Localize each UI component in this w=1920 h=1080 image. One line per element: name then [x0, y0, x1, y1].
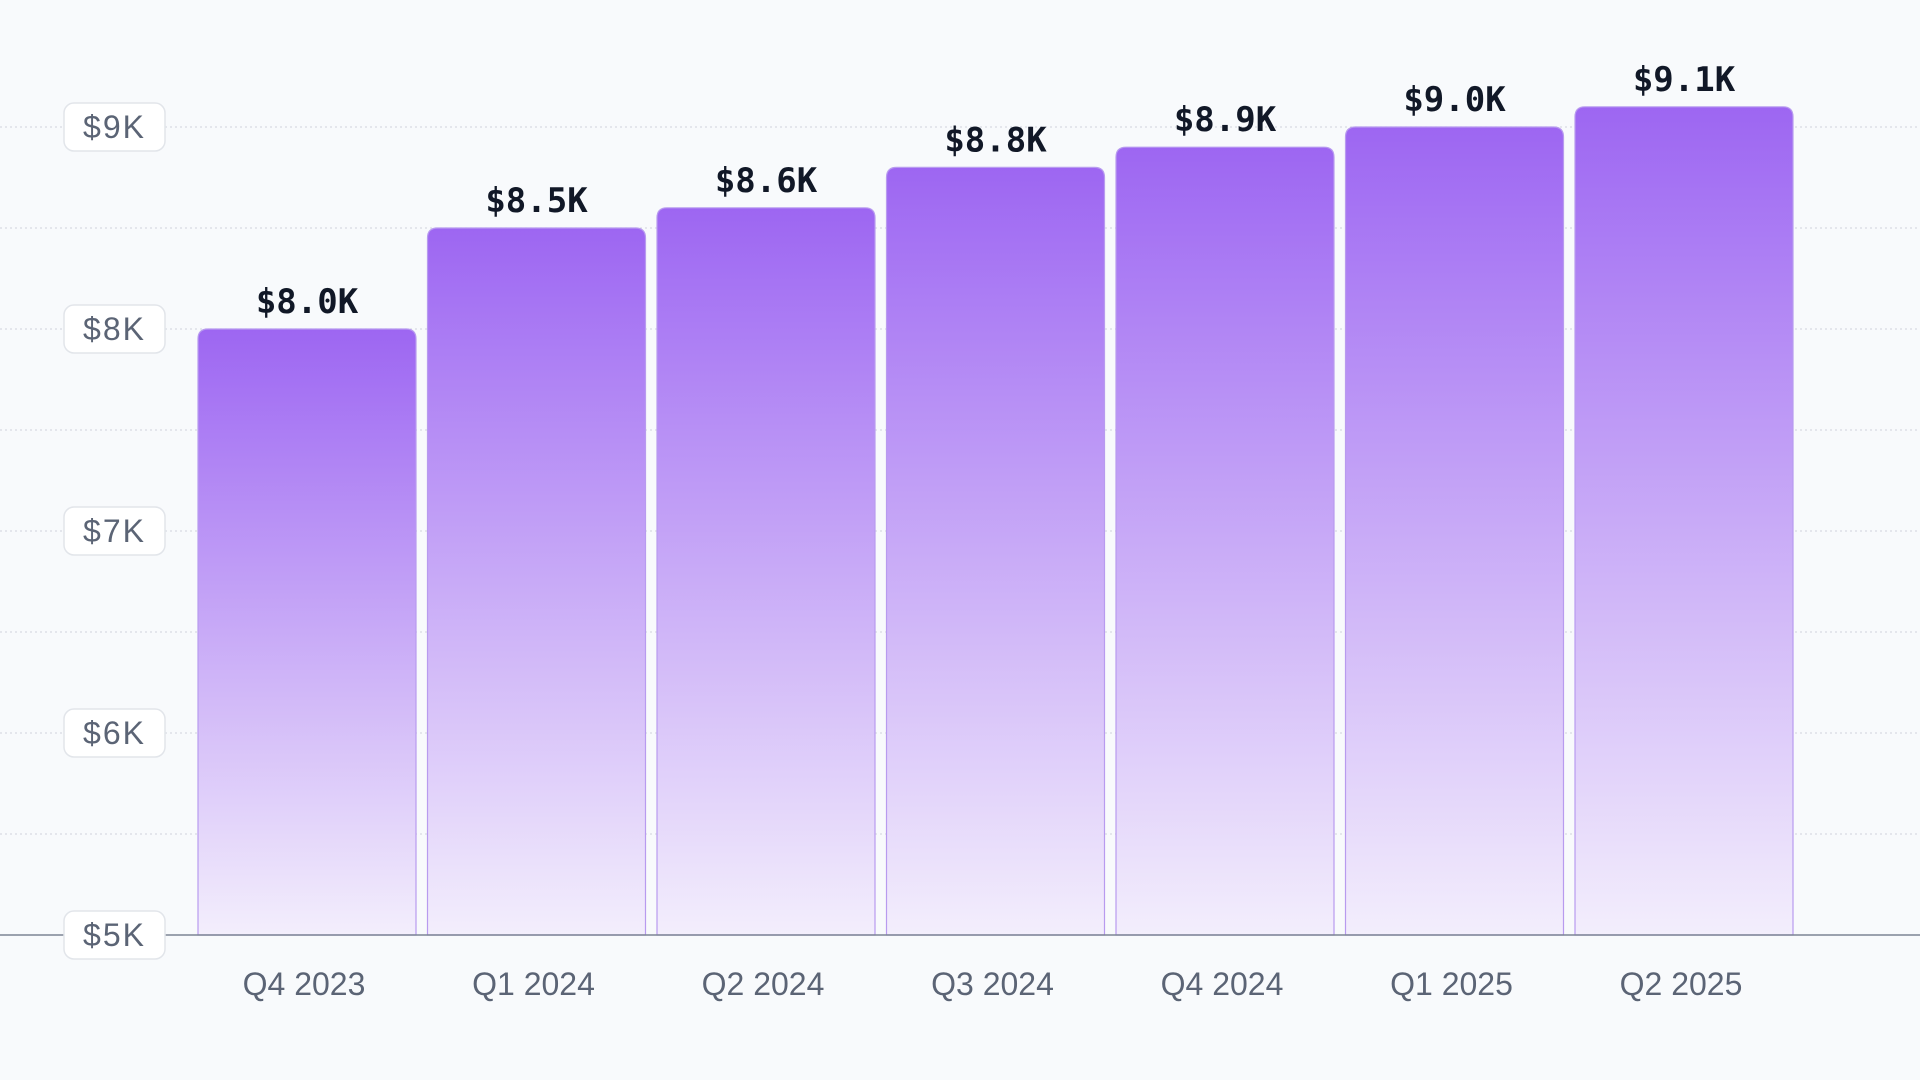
y-tick-box [63, 708, 166, 758]
data-label: $8.8K [944, 120, 1047, 160]
data-label: $8.6K [715, 161, 818, 201]
y-tick-label: $9K [83, 109, 146, 145]
y-tick-label: $7K [83, 513, 146, 549]
data-labels: $8.0K $8.5K $8.6K $8.8K $8.9K $9.0K $9.1K [256, 60, 1736, 322]
y-tick-box [63, 506, 166, 556]
data-label: $9.0K [1403, 80, 1506, 120]
y-tick-label: $8K [83, 311, 146, 347]
y-axis-ticks: $5K $6K $7K $8K $9K [63, 102, 166, 960]
x-tick-label: Q4 2024 [1161, 966, 1284, 1002]
bar-q2-2025 [1574, 106, 1794, 936]
y-tick: $8K [63, 304, 166, 354]
data-label: $9.1K [1633, 60, 1736, 100]
bar-q4-2024 [1115, 146, 1335, 936]
x-tick-label: Q4 2023 [243, 966, 366, 1002]
bar-q1-2024 [426, 227, 647, 936]
bar-q2-2024 [656, 207, 876, 936]
y-tick-label: $5K [83, 917, 146, 953]
x-tick-label: Q2 2025 [1620, 966, 1743, 1002]
data-label: $8.0K [256, 282, 359, 322]
data-label: $8.5K [485, 181, 588, 221]
bar-q3-2024 [885, 166, 1106, 936]
bar-q4-2023 [197, 328, 417, 936]
y-tick: $6K [63, 708, 166, 758]
x-tick-label: Q1 2025 [1390, 966, 1513, 1002]
y-tick: $5K [63, 910, 166, 960]
y-tick: $9K [63, 102, 166, 152]
x-tick-label: Q3 2024 [931, 966, 1054, 1002]
y-tick-box [63, 910, 166, 960]
y-tick: $7K [63, 506, 166, 556]
bars [197, 106, 1794, 936]
data-label: $8.9K [1174, 100, 1277, 140]
x-tick-label: Q2 2024 [702, 966, 825, 1002]
y-tick-box [63, 102, 166, 152]
x-tick-label: Q1 2024 [472, 966, 595, 1002]
bar-q1-2025 [1344, 126, 1565, 936]
y-tick-box [63, 304, 166, 354]
y-tick-label: $6K [83, 715, 146, 751]
x-axis-ticks: Q4 2023 Q1 2024 Q2 2024 Q3 2024 Q4 2024 Q1 20… [243, 966, 1743, 1002]
